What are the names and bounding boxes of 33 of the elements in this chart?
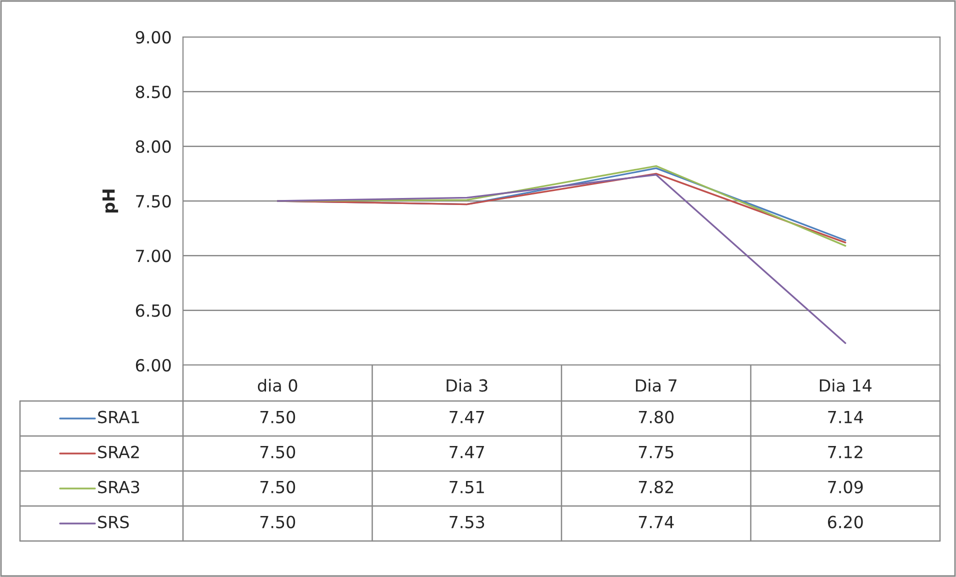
y-tick-label: 8.50 bbox=[136, 86, 171, 98]
data-label: 7.47 bbox=[450, 410, 484, 424]
legend-label: SRA3 bbox=[98, 480, 140, 494]
legend-label: SRA1 bbox=[98, 410, 139, 424]
y-tick-label: 6.50 bbox=[136, 304, 171, 317]
y-tick-label: 6.00 bbox=[136, 358, 171, 372]
data-label: 7.53 bbox=[450, 516, 484, 528]
x-tick-label: Dia 7 bbox=[636, 378, 676, 392]
data-label: 7.80 bbox=[638, 410, 674, 424]
line-series bbox=[276, 174, 846, 344]
data-label: 7.47 bbox=[450, 446, 484, 458]
y-axis-title: pH bbox=[102, 190, 118, 213]
y-tick-label: 7.50 bbox=[136, 194, 171, 208]
data-label: 7.12 bbox=[828, 446, 862, 458]
data-label: 7.51 bbox=[450, 480, 484, 494]
data-label: 7.14 bbox=[828, 410, 863, 424]
data-label: 7.09 bbox=[828, 480, 863, 494]
data-label: 7.50 bbox=[260, 410, 296, 424]
legend-label: SRA2 bbox=[98, 446, 139, 458]
legend-label: SRS bbox=[98, 516, 129, 528]
data-label: 7.50 bbox=[260, 446, 296, 458]
x-tick-label: dia 0 bbox=[258, 378, 298, 392]
y-tick-label: 7.00 bbox=[136, 250, 171, 262]
data-label: 7.50 bbox=[260, 480, 296, 494]
data-label: 7.82 bbox=[638, 480, 674, 494]
data-label: 7.75 bbox=[638, 446, 674, 458]
y-tick-label: 9.00 bbox=[136, 30, 171, 44]
x-tick-label: Dia 3 bbox=[446, 378, 488, 392]
data-label: 7.50 bbox=[260, 516, 296, 528]
data-label: 6.20 bbox=[828, 516, 863, 528]
y-tick-label: 8.00 bbox=[136, 140, 171, 153]
data-label: 7.74 bbox=[638, 516, 674, 528]
x-tick-label: Dia 14 bbox=[820, 378, 872, 392]
